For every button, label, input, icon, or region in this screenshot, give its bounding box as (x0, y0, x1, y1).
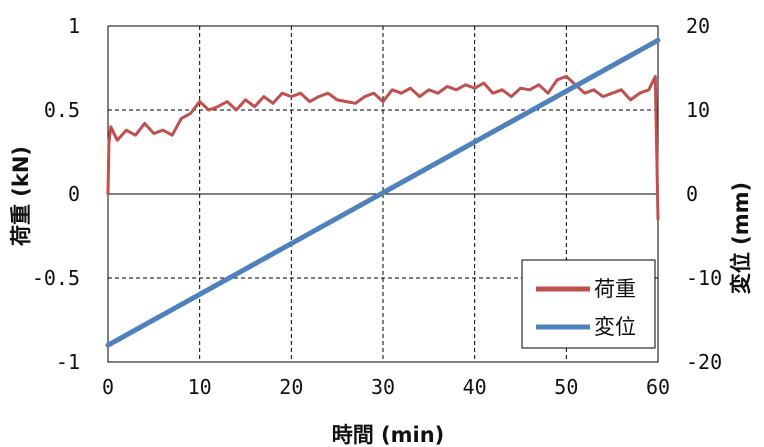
x-tick-label: 10 (188, 375, 212, 399)
x-tick-label: 60 (646, 375, 670, 399)
x-tick-label: 30 (371, 375, 395, 399)
y-left-tick-label: 1 (68, 14, 80, 38)
y-right-tick-label: 20 (686, 14, 710, 38)
x-tick-label: 40 (463, 375, 487, 399)
legend-box (521, 259, 656, 349)
x-tick-label: 0 (102, 375, 114, 399)
y-left-tick-label: 0.5 (44, 98, 80, 122)
y-right-axis-title: 変位 (mm) (729, 182, 753, 294)
y-left-tick-label: 0 (68, 182, 80, 206)
series-layer (105, 37, 661, 348)
y-left-tick-label: -0.5 (32, 266, 80, 290)
y-right-tick-label: 10 (686, 98, 710, 122)
series-line-displacement (105, 37, 661, 348)
y-right-tick-label: -20 (686, 350, 722, 374)
x-tick-label: 50 (554, 375, 578, 399)
y-right-tick-label: 0 (686, 182, 698, 206)
y-right-tick-label: -10 (686, 266, 722, 290)
legend-label-load: 荷重 (594, 277, 636, 301)
legend-label-displacement: 変位 (594, 315, 636, 339)
tick-labels: 0 10 20 30 40 50 60 1 0.5 0 -0.5 -1 20 10 0 -10 -20 (32, 14, 722, 399)
y-left-tick-label: -1 (56, 350, 80, 374)
y-left-axis-title: 荷重 (kN) (9, 146, 33, 246)
legend: 荷重 変位 (521, 259, 656, 349)
series-line-load (106, 74, 660, 221)
x-axis-title: 時間 (min) (332, 423, 445, 447)
x-tick-label: 20 (279, 375, 303, 399)
